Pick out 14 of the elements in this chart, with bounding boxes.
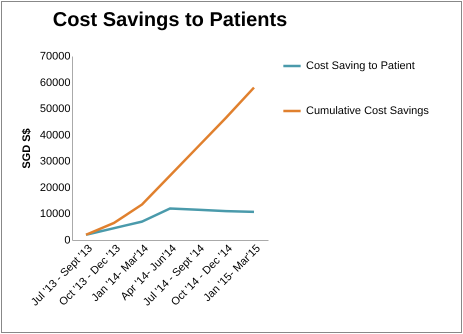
y-tick-label: 60000 [40,76,70,89]
legend-label: Cumulative Cost Savings [306,105,430,117]
y-tick-label: 40000 [40,129,70,142]
y-tick-label: 50000 [40,103,70,116]
chart-title: Cost Savings to Patients [52,9,288,31]
y-tick-label: 20000 [40,182,70,194]
y-tick-label: 0 [64,234,70,246]
y-tick-label: 70000 [40,50,70,62]
y-axis-title: SGD S$ [20,128,33,169]
y-tick-label: 10000 [40,208,70,220]
y-tick-label: 30000 [40,156,70,168]
legend-label: Cost Saving to Patient [306,60,415,72]
line-series [84,86,256,236]
line-series [84,207,256,236]
